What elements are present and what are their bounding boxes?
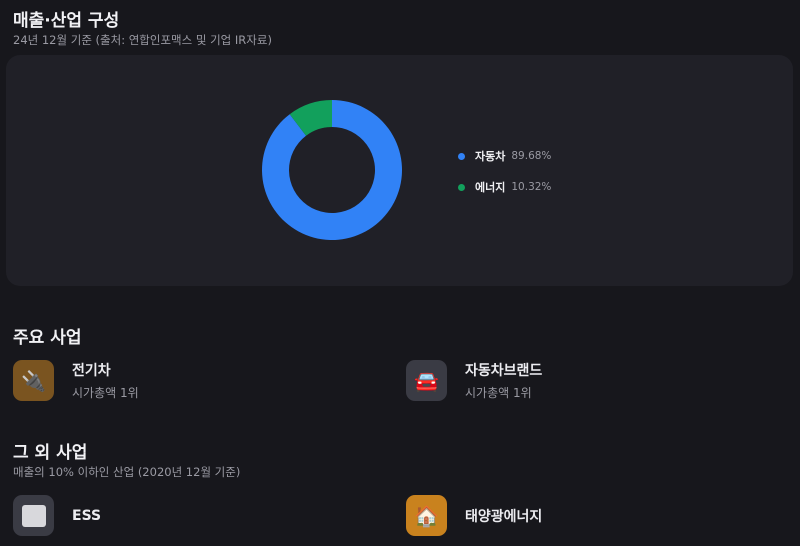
electric-car-charger-icon: 🔌	[13, 360, 54, 401]
donut-chart	[262, 100, 402, 240]
business-desc: 시가총액 1위	[72, 386, 139, 400]
other-business-title: 그 외 사업	[13, 443, 88, 463]
business-item-ess[interactable]: ESS	[13, 495, 101, 536]
legend-value: 10.32%	[511, 181, 552, 193]
business-name: 태양광에너지	[465, 508, 543, 525]
main-business-title: 주요 사업	[13, 328, 82, 348]
legend-dot	[458, 183, 465, 191]
donut-slice-0	[262, 100, 402, 240]
legend-name: 자동차	[475, 150, 506, 163]
legend-item-0: 자동차 89.68%	[458, 148, 551, 164]
donut-slice-1	[289, 100, 332, 136]
business-desc: 시가총액 1위	[465, 386, 532, 400]
solar-house-icon: 🏠	[406, 495, 447, 536]
other-business-subtitle: 매출의 10% 이하인 산업 (2020년 12월 기준)	[13, 465, 241, 479]
composition-subtitle: 24년 12월 기준 (출처: 연합인포맥스 및 기업 IR자료)	[13, 33, 272, 47]
business-item-solar[interactable]: 🏠 태양광에너지	[406, 495, 542, 536]
car-icon: 🚘	[406, 360, 447, 401]
business-name: 자동차브랜드	[465, 363, 543, 379]
business-name: ESS	[72, 507, 102, 524]
legend-value: 89.68%	[511, 150, 552, 162]
legend-name: 에너지	[475, 181, 506, 194]
business-name: 전기차	[72, 363, 111, 379]
composition-title: 매출·산업 구성	[13, 11, 120, 31]
legend-dot	[458, 152, 465, 160]
battery-storage-icon	[13, 495, 54, 536]
legend-item-1: 에너지 10.32%	[458, 179, 551, 195]
